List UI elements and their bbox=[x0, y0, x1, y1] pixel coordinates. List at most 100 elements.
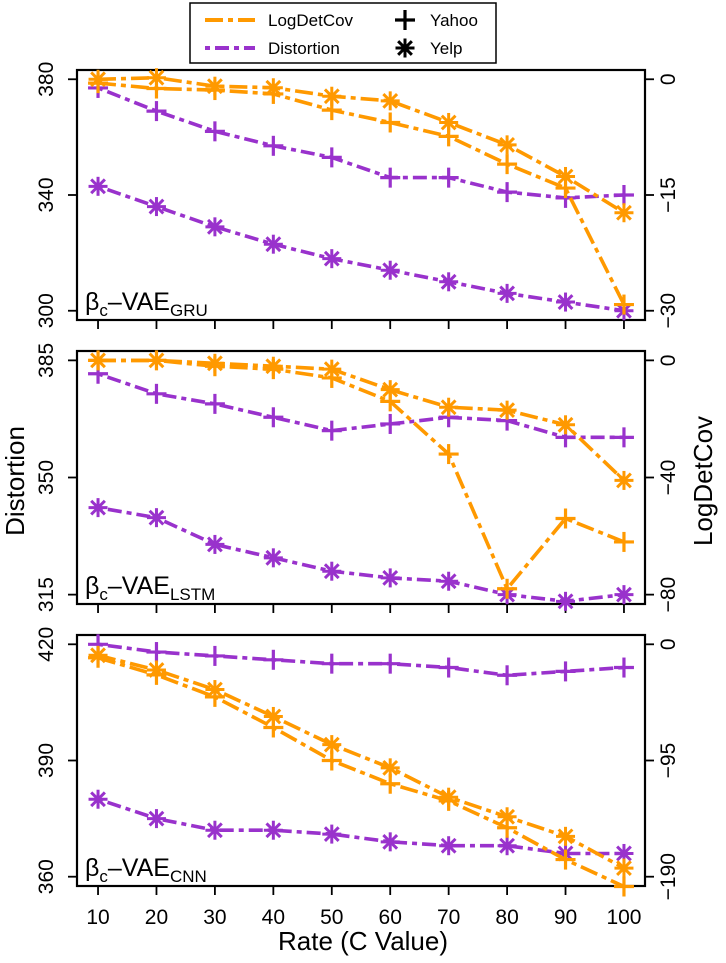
point-distortion-yelp bbox=[439, 571, 459, 591]
point-distortion-yahoo bbox=[321, 420, 342, 441]
panel-lstm: 315 350 385 0 −40 −80 βc–VAELSTM bbox=[35, 343, 680, 613]
point-logdetcov-yahoo bbox=[497, 578, 518, 599]
point-logdetcov-yelp bbox=[205, 76, 225, 96]
legend: LogDetCov Distortion Yahoo Yelp bbox=[189, 2, 497, 64]
y-left-tick-label: 300 bbox=[35, 293, 58, 328]
point-distortion-yahoo bbox=[380, 653, 401, 674]
point-distortion-yelp bbox=[322, 249, 342, 269]
y-right-tick-label: 0 bbox=[657, 638, 680, 650]
point-distortion-yelp bbox=[380, 568, 400, 588]
point-logdetcov-yelp bbox=[556, 166, 576, 186]
point-logdetcov-yelp bbox=[88, 350, 108, 370]
y-right-tick-label: 0 bbox=[657, 73, 680, 85]
point-logdetcov-yelp bbox=[556, 415, 576, 435]
point-logdetcov-yelp bbox=[88, 69, 108, 89]
point-distortion-yahoo bbox=[613, 185, 634, 205]
point-logdetcov-yelp bbox=[146, 350, 166, 370]
panel-cnn: 10 20 30 40 50 60 70 80 90 100 360 390 420 0 −95 −190 βc… bbox=[35, 627, 680, 929]
point-logdetcov-yelp bbox=[380, 380, 400, 400]
legend-box bbox=[189, 2, 497, 64]
point-logdetcov-yelp bbox=[497, 400, 517, 420]
point-logdetcov-yelp bbox=[439, 787, 459, 807]
y-left-tick-label: 420 bbox=[35, 627, 58, 662]
y-left-tick-label: 390 bbox=[35, 743, 58, 778]
point-logdetcov-yelp bbox=[322, 735, 342, 755]
series-line-logdetcov-yahoo bbox=[97, 656, 625, 889]
point-distortion-yelp bbox=[146, 508, 166, 528]
plot-frame bbox=[75, 68, 647, 322]
point-distortion-yahoo bbox=[321, 653, 342, 674]
y-right-tick-label: −30 bbox=[657, 293, 680, 329]
point-distortion-yelp bbox=[88, 789, 108, 809]
series-line-logdetcov-yelp bbox=[98, 358, 626, 482]
y-axis-right-title: LogDetCov bbox=[688, 416, 718, 546]
x-tick-label: 20 bbox=[145, 906, 168, 929]
y-left-tick-label: 315 bbox=[35, 577, 58, 612]
point-distortion-yelp bbox=[205, 217, 225, 237]
point-distortion-yelp bbox=[263, 548, 283, 568]
point-logdetcov-yelp bbox=[322, 86, 342, 106]
point-distortion-yahoo bbox=[321, 147, 342, 168]
point-distortion-yahoo bbox=[380, 167, 401, 188]
point-logdetcov-yelp bbox=[146, 68, 166, 88]
x-tick-label: 40 bbox=[262, 906, 285, 929]
series-line-distortion-yahoo bbox=[97, 642, 625, 678]
point-distortion-yahoo bbox=[146, 383, 167, 404]
legend-asterisk-marker bbox=[395, 38, 415, 58]
point-logdetcov-yelp bbox=[263, 356, 283, 376]
series-line-distortion-yahoo bbox=[97, 86, 625, 200]
point-distortion-yahoo bbox=[263, 407, 284, 428]
point-logdetcov-yelp bbox=[497, 135, 517, 155]
x-tick-label: 60 bbox=[379, 906, 402, 929]
point-logdetcov-yelp bbox=[497, 807, 517, 827]
y-left-tick-label: 385 bbox=[35, 343, 58, 378]
point-distortion-yelp bbox=[380, 260, 400, 280]
point-logdetcov-yelp bbox=[556, 826, 576, 846]
point-logdetcov-yelp bbox=[439, 397, 459, 417]
point-logdetcov-yahoo bbox=[555, 849, 576, 870]
legend-plus-icon bbox=[395, 10, 415, 30]
point-logdetcov-yahoo bbox=[380, 112, 401, 133]
point-logdetcov-yelp bbox=[380, 758, 400, 778]
x-tick-label: 50 bbox=[320, 906, 343, 929]
y-right-tick-label: −80 bbox=[657, 577, 680, 613]
point-logdetcov-yahoo bbox=[613, 531, 634, 552]
y-axis-left-title: Distortion bbox=[0, 426, 30, 536]
point-logdetcov-yelp bbox=[205, 353, 225, 373]
x-tick-label: 100 bbox=[606, 906, 641, 929]
point-distortion-yelp bbox=[556, 591, 576, 611]
point-distortion-yahoo bbox=[146, 101, 167, 122]
y-left-tick-label: 360 bbox=[35, 859, 58, 894]
point-distortion-yelp bbox=[88, 176, 108, 196]
y-right-tick-label: −15 bbox=[657, 177, 680, 213]
x-tick-label: 70 bbox=[437, 906, 460, 929]
point-distortion-yahoo bbox=[497, 182, 518, 203]
point-distortion-yelp bbox=[146, 197, 166, 217]
point-distortion-yelp bbox=[322, 824, 342, 844]
point-distortion-yahoo bbox=[204, 645, 225, 666]
point-distortion-yelp bbox=[146, 809, 166, 829]
point-logdetcov-yelp bbox=[614, 470, 634, 490]
panel-label: βc–VAECNN bbox=[85, 854, 207, 886]
point-distortion-yahoo bbox=[263, 649, 284, 670]
panel-gru: 300 340 380 0 −15 −30 βc–VAEGRU bbox=[35, 62, 680, 329]
point-distortion-yelp bbox=[263, 820, 283, 840]
point-distortion-yahoo bbox=[380, 413, 401, 434]
y-right-tick-label: −40 bbox=[657, 460, 680, 496]
point-distortion-yahoo bbox=[438, 657, 459, 678]
point-logdetcov-yahoo bbox=[497, 154, 518, 175]
x-axis-title: Rate (C Value) bbox=[278, 926, 448, 956]
point-distortion-yahoo bbox=[438, 167, 459, 188]
panel-label: βc–VAELSTM bbox=[85, 572, 215, 604]
point-distortion-yelp bbox=[439, 836, 459, 856]
legend-logdet-label: LogDetCov bbox=[268, 11, 354, 30]
point-logdetcov-yelp bbox=[439, 112, 459, 132]
point-logdetcov-yelp bbox=[88, 645, 108, 665]
point-logdetcov-yelp bbox=[322, 359, 342, 379]
point-distortion-yelp bbox=[614, 585, 634, 605]
point-distortion-yelp bbox=[380, 832, 400, 852]
panel-label: βc–VAEGRU bbox=[85, 288, 208, 320]
legend-plus-marker bbox=[395, 10, 415, 30]
point-logdetcov-yelp bbox=[614, 203, 634, 223]
